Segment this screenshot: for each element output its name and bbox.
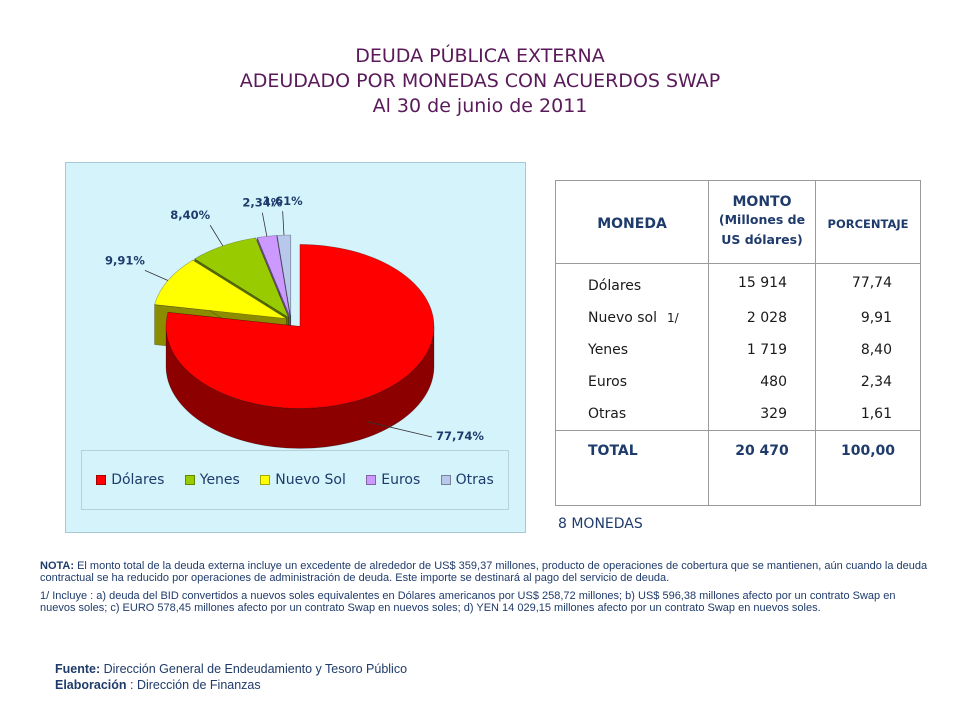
row-pct: 1,61: [860, 406, 892, 422]
legend-item-otras: Otras: [440, 472, 494, 488]
row-name: Euros: [555, 366, 709, 398]
fuente-line: Fuente: Dirección General de Endeudamien…: [55, 661, 407, 677]
header-porcentaje: PORCENTAJE: [815, 180, 921, 264]
leader-line-otras: [282, 211, 285, 236]
leader-line-nuevo-sol: [144, 270, 169, 281]
footnote-1: 1/ Incluye : a) deuda del BID convertido…: [40, 590, 896, 614]
row-pct: 9,91: [860, 310, 892, 326]
table-header-row: MONEDA MONTO (Millones de US dólares) PO…: [555, 180, 921, 264]
legend-item-yenes: Yenes: [184, 472, 240, 488]
row-monto: 480: [708, 366, 816, 398]
header-monto: MONTO (Millones de US dólares): [708, 180, 816, 264]
table-row: Otras 329 1,61: [555, 398, 921, 431]
chart-panel: 77,74% 9,91% 8,40% 2,34% 1,61% Dólares Yenes…: [65, 162, 526, 533]
debt-table: MONEDA MONTO (Millones de US dólares) PO…: [555, 180, 921, 506]
table-row: Yenes 1 719 8,40: [555, 334, 921, 366]
pie-slice-dolares: [165, 244, 435, 409]
header-monto-line1: MONTO: [732, 194, 792, 210]
legend-item-nuevo-sol: Nuevo Sol: [260, 472, 346, 488]
row-monto: 329: [708, 398, 816, 431]
row-name: Otras: [555, 398, 709, 431]
footer: Fuente: Dirección General de Endeudamien…: [55, 661, 407, 693]
legend-label-yenes: Yenes: [199, 472, 240, 488]
notes: NOTA: El monto total de la deuda externa…: [40, 560, 930, 620]
header-moneda: MONEDA: [555, 180, 709, 264]
legend-label-nuevo-sol: Nuevo Sol: [275, 472, 346, 488]
table-row: Dólares 15 914 77,74: [555, 263, 921, 302]
table-row: Nuevo sol 1/ 2 028 9,91: [555, 302, 921, 334]
total-name: TOTAL: [555, 430, 709, 506]
row-name: Nuevo sol 1/: [555, 302, 709, 334]
data-label-yenes: 8,40%: [170, 208, 210, 222]
legend-swatch-nuevo-sol: [260, 475, 271, 485]
leader-line-euros: [261, 212, 268, 237]
row-pct: 2,34: [860, 374, 892, 390]
chart-titles: DEUDA PÚBLICA EXTERNA ADEUDADO POR MONED…: [0, 44, 960, 119]
legend-item-dolares: Dólares: [96, 472, 164, 488]
pie-chart: 77,74% 9,91% 8,40% 2,34%1,61%: [105, 194, 484, 449]
data-label-nuevo-sol: 9,91%: [105, 253, 145, 267]
pie-slice-euros: [256, 235, 291, 318]
row-name: Yenes: [555, 334, 709, 366]
fuente-label: Fuente:: [55, 662, 101, 676]
elaboracion-line: Elaboración : Dirección de Finanzas: [55, 677, 407, 693]
legend-swatch-yenes: [184, 475, 195, 485]
row-name: Dólares: [555, 263, 709, 302]
nota-text: El monto total de la deuda externa inclu…: [40, 560, 928, 584]
leader-line-dolares: [366, 421, 433, 438]
pie-slice-yenes: [194, 237, 290, 319]
title-line-3: Al 30 de junio de 2011: [372, 95, 588, 117]
legend-label-euros: Euros: [381, 472, 421, 488]
legend-item-euros: Euros: [366, 472, 420, 488]
legend-swatch-euros: [366, 475, 377, 485]
total-pct: 100,00: [815, 430, 921, 506]
legend-label-dolares: Dólares: [111, 472, 165, 488]
nota-label: NOTA:: [40, 560, 75, 572]
elaboracion-label: Elaboración: [55, 678, 127, 692]
monedas-count: 8 MONEDAS: [558, 516, 643, 532]
fuente-text: Dirección General de Endeudamiento y Tes…: [100, 662, 408, 676]
pie-slice-nuevo-sol: [154, 259, 287, 319]
chart-legend: Dólares Yenes Nuevo Sol Euros Otras: [81, 450, 509, 510]
row-monto: 15 914: [708, 263, 816, 302]
row-pct: 77,74: [851, 275, 892, 291]
footnote-mark: 1/: [667, 311, 679, 325]
data-label-euros: 2,34%: [242, 196, 282, 210]
title-line-2: ADEUDADO POR MONEDAS CON ACUERDOS SWAP: [239, 70, 721, 92]
nota: NOTA: El monto total de la deuda externa…: [40, 560, 930, 584]
title-line-1: DEUDA PÚBLICA EXTERNA: [355, 45, 605, 67]
data-label-dolares: 77,74%: [436, 429, 484, 443]
total-monto: 20 470: [708, 430, 816, 506]
table-total-row: TOTAL 20 470 100,00: [555, 430, 921, 506]
row-monto: 2 028: [708, 302, 816, 334]
row-pct: 8,40: [860, 342, 892, 358]
legend-swatch-otras: [440, 475, 451, 485]
elaboracion-text: : Dirección de Finanzas: [126, 678, 261, 692]
header-monto-line3: US dólares): [721, 232, 803, 247]
row-monto: 1 719: [708, 334, 816, 366]
table-row: Euros 480 2,34: [555, 366, 921, 398]
header-monto-line2: (Millones de: [718, 212, 806, 227]
legend-swatch-dolares: [96, 475, 107, 485]
leader-line-yenes: [209, 225, 224, 247]
legend-label-otras: Otras: [455, 472, 494, 488]
data-label-otras: 1,61%: [263, 194, 303, 208]
